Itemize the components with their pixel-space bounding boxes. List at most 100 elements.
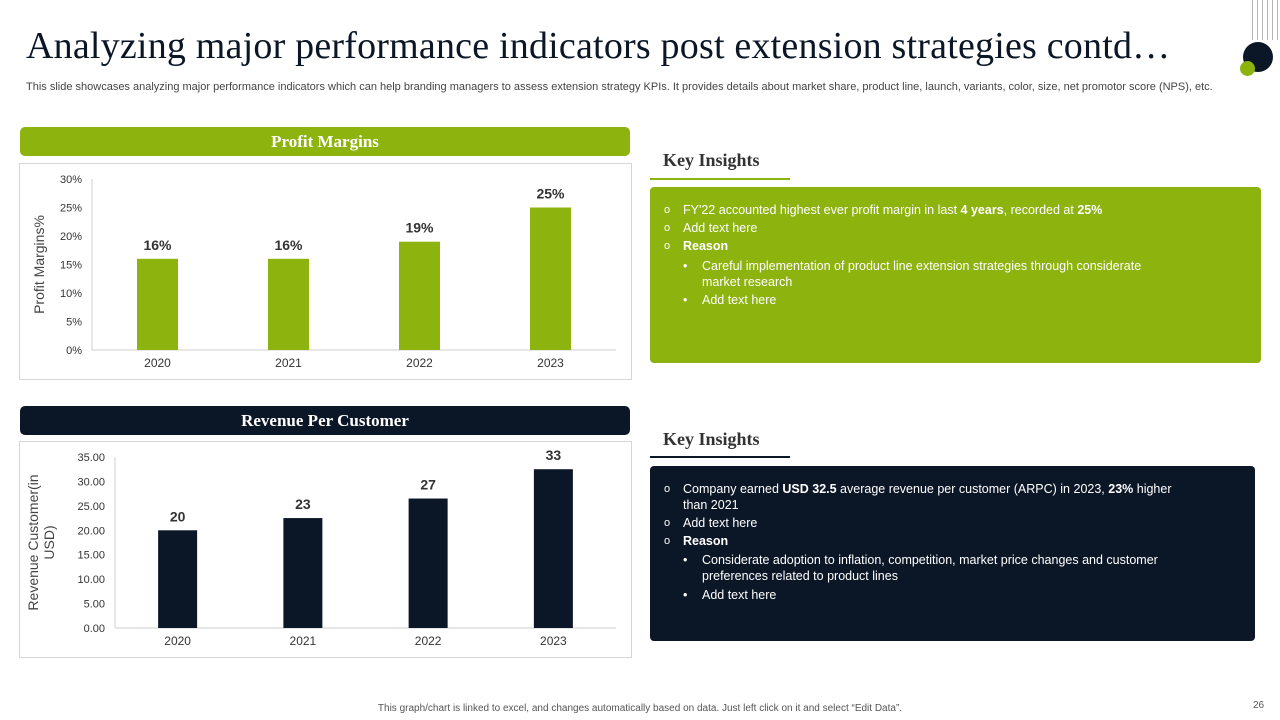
y-tick-label: 5% bbox=[66, 317, 82, 329]
x-tick-label: 2023 bbox=[540, 634, 567, 648]
y-tick-label: 25% bbox=[60, 203, 82, 215]
x-tick-label: 2022 bbox=[415, 634, 442, 648]
data-label: 16% bbox=[143, 237, 172, 253]
insight-item: o Reason bbox=[664, 238, 728, 254]
y-axis-title-line: Revenue Customer(in bbox=[25, 474, 41, 610]
page-title: Analyzing major performance indicators p… bbox=[26, 25, 1171, 67]
y-tick-label: 35.00 bbox=[77, 452, 105, 464]
bar-2023 bbox=[533, 469, 573, 628]
insight-bold: 4 years bbox=[960, 203, 1004, 217]
page-number: 26 bbox=[1253, 700, 1265, 711]
y-tick-label: 10.00 bbox=[77, 574, 105, 586]
insight-subitem: • Add text here bbox=[683, 587, 776, 603]
x-tick-label: 2022 bbox=[406, 356, 433, 370]
bar-2020 bbox=[158, 530, 198, 628]
footer-note: This graph/chart is linked to excel, and… bbox=[377, 703, 903, 714]
y-axis-title-line: USD) bbox=[41, 525, 57, 559]
revenue-per-customer-chart[interactable]: 0.00 5.00 10.00 15.00 20.00 25.00 30.00 35.00 20… bbox=[20, 442, 631, 657]
key-insights-box-2: o Company earned USD 32.5 average revenu… bbox=[650, 466, 1255, 641]
circle-bullet-icon: o bbox=[664, 535, 671, 547]
insight-text: than 2021 bbox=[683, 498, 739, 512]
insight-reason-label: Reason bbox=[683, 239, 729, 253]
bullet-icon: • bbox=[683, 259, 688, 273]
y-axis-title: Revenue Customer(inUSD) bbox=[25, 474, 57, 610]
profit-margins-header: Profit Margins bbox=[20, 127, 630, 156]
key-insights-title-1: Key Insights bbox=[663, 150, 760, 170]
bar-2020 bbox=[137, 258, 178, 350]
insight-item: o Add text here bbox=[664, 220, 757, 236]
y-tick-label: 25.00 bbox=[77, 501, 105, 513]
insight-text: market research bbox=[702, 275, 793, 289]
data-label: 19% bbox=[405, 220, 434, 236]
bullet-icon: • bbox=[683, 553, 688, 567]
insight-text: Add text here bbox=[702, 588, 777, 602]
x-tick-label: 2021 bbox=[290, 634, 317, 648]
bar-2021 bbox=[268, 258, 309, 350]
insight-text: higher bbox=[1133, 482, 1172, 496]
circle-bullet-icon: o bbox=[664, 483, 671, 495]
insight-subitem: • Considerate adoption to inflation, com… bbox=[683, 552, 1243, 584]
insight-text: FY'22 accounted highest ever profit marg… bbox=[683, 203, 961, 217]
data-label: 23 bbox=[295, 496, 311, 512]
insight-text: , recorded at bbox=[1003, 203, 1078, 217]
insight-subitem: • Add text here bbox=[683, 292, 776, 308]
y-tick-label: 10% bbox=[60, 288, 82, 300]
bar-2022 bbox=[399, 241, 440, 350]
bar-2023 bbox=[530, 207, 571, 350]
y-tick-label: 15% bbox=[60, 260, 82, 272]
x-tick-label: 2020 bbox=[164, 634, 191, 648]
circle-bullet-icon: o bbox=[664, 222, 671, 234]
insight-bold: 25% bbox=[1077, 203, 1103, 217]
x-tick-label: 2023 bbox=[537, 356, 564, 370]
circle-bullet-icon: o bbox=[664, 517, 671, 529]
x-tick-label: 2021 bbox=[275, 356, 302, 370]
insight-bold: USD 32.5 bbox=[782, 482, 837, 496]
bullet-icon: • bbox=[683, 588, 688, 602]
data-label: 20 bbox=[170, 508, 186, 524]
decorative-lines bbox=[1250, 0, 1278, 40]
insight-text: preferences related to product lines bbox=[702, 569, 898, 583]
insight-text: Add text here bbox=[702, 293, 777, 307]
y-tick-label: 20% bbox=[60, 231, 82, 243]
y-tick-label: 20.00 bbox=[77, 525, 105, 537]
y-tick-label: 0% bbox=[66, 345, 82, 357]
insight-item: o FY'22 accounted highest ever profit ma… bbox=[664, 202, 1244, 218]
page-subtitle: This slide showcases analyzing major per… bbox=[26, 81, 1213, 93]
revenue-per-customer-header: Revenue Per Customer bbox=[20, 406, 630, 435]
y-axis-title: Profit Margins% bbox=[31, 215, 47, 314]
revenue-per-customer-chart-box[interactable]: 0.00 5.00 10.00 15.00 20.00 25.00 30.00 35.00 20… bbox=[19, 441, 632, 658]
y-tick-label: 15.00 bbox=[77, 550, 105, 562]
y-tick-label: 30% bbox=[60, 174, 82, 186]
key-insights-title-2: Key Insights bbox=[663, 429, 760, 449]
data-label: 33 bbox=[546, 447, 562, 463]
insight-item: o Add text here bbox=[664, 515, 757, 531]
circle-bullet-icon: o bbox=[664, 204, 671, 216]
insight-text: Add text here bbox=[683, 516, 758, 530]
insight-reason-label: Reason bbox=[683, 534, 729, 548]
insight-item: o Company earned USD 32.5 average revenu… bbox=[664, 481, 1244, 513]
circle-bullet-icon: o bbox=[664, 240, 671, 252]
insight-bold: 23% bbox=[1108, 482, 1134, 496]
insight-text: Add text here bbox=[683, 221, 758, 235]
y-tick-label: 0.00 bbox=[84, 623, 105, 635]
insight-item: o Reason bbox=[664, 533, 728, 549]
bar-2021 bbox=[283, 518, 323, 628]
data-label: 25% bbox=[536, 186, 565, 202]
insight-subitem: • Careful implementation of product line… bbox=[683, 258, 1243, 290]
data-label: 16% bbox=[274, 237, 303, 253]
key-insights-underline-2 bbox=[650, 456, 790, 458]
y-tick-label: 5.00 bbox=[84, 599, 105, 611]
insight-text: average revenue per customer (ARPC) in 2… bbox=[836, 482, 1109, 496]
decorative-circle-green bbox=[1240, 61, 1255, 76]
key-insights-underline-1 bbox=[650, 178, 790, 180]
bar-2022 bbox=[408, 498, 448, 628]
key-insights-box-1: o FY'22 accounted highest ever profit ma… bbox=[650, 187, 1261, 363]
profit-margins-chart[interactable]: 0% 5% 10% 15% 20% 25% 30% 16% 2020 16% 2021 19% 2022… bbox=[20, 164, 631, 379]
insight-text: Considerate adoption to inflation, compe… bbox=[702, 553, 1158, 567]
insight-text: Company earned bbox=[683, 482, 783, 496]
bullet-icon: • bbox=[683, 293, 688, 307]
y-tick-label: 30.00 bbox=[77, 476, 105, 488]
insight-text: Careful implementation of product line e… bbox=[702, 259, 1142, 273]
x-tick-label: 2020 bbox=[144, 356, 171, 370]
profit-margins-chart-box[interactable]: 0% 5% 10% 15% 20% 25% 30% 16% 2020 16% 2021 19% 2022… bbox=[19, 163, 632, 380]
